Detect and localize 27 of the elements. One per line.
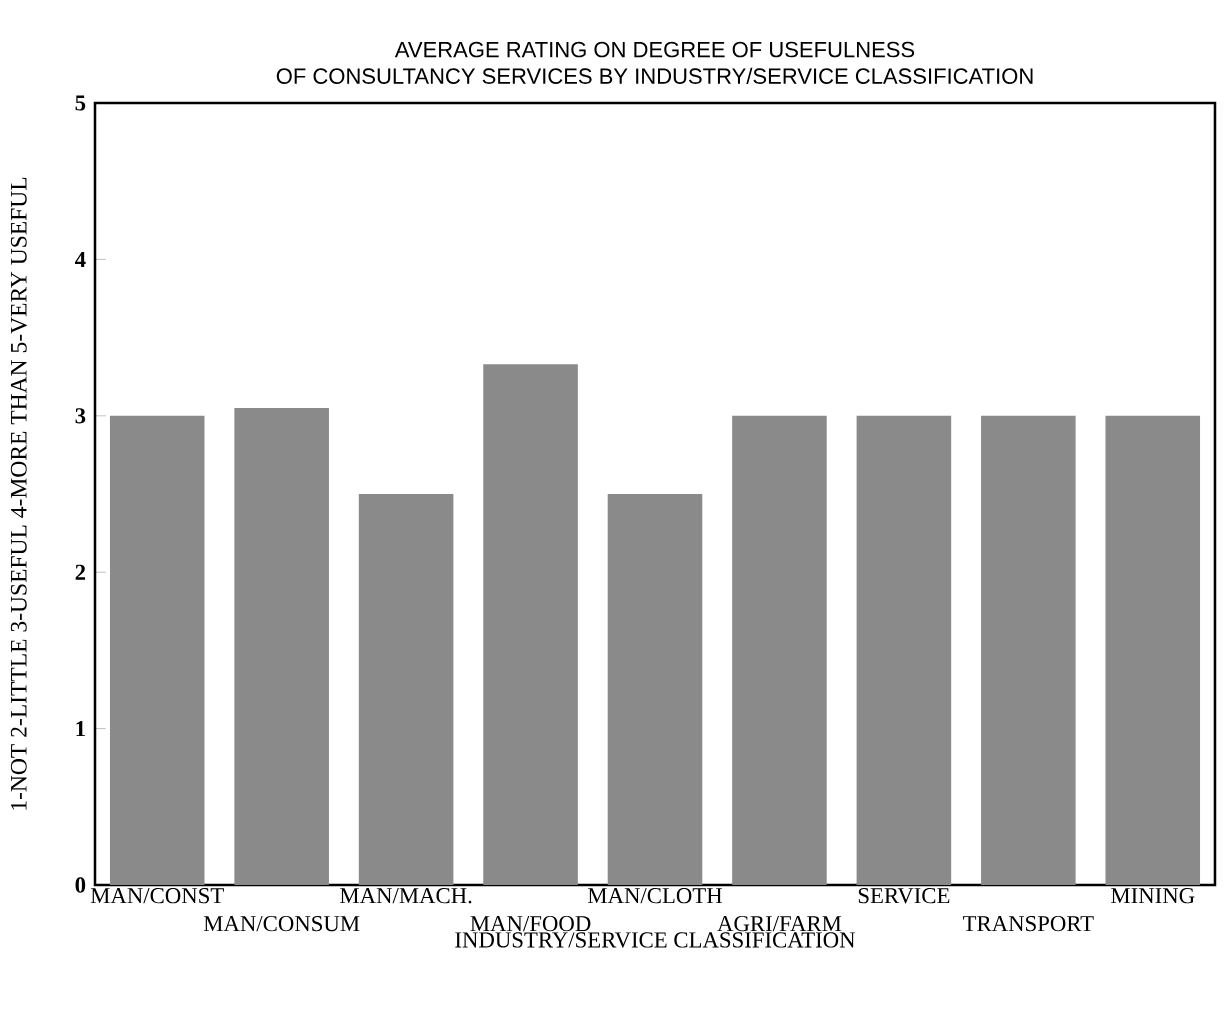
y-axis-title: 1-NOT 2-LITTLE 3-USEFUL 4-MORE THAN 5-VERY USEFUL	[10, 177, 27, 810]
bar	[856, 415, 952, 885]
y-tick-label: 1	[76, 721, 85, 737]
x-tick-label: MAN/CONSUM	[203, 915, 360, 932]
x-tick-label: MAN/FOOD	[470, 915, 591, 932]
bar	[109, 415, 205, 885]
bar	[607, 494, 703, 885]
x-tick-label: MAN/MACH.	[340, 888, 472, 904]
bar	[234, 407, 329, 885]
x-tick-label: MINING	[1111, 888, 1195, 904]
x-tick-label: SERVICE	[858, 888, 950, 904]
y-tick-label: 4	[74, 251, 86, 267]
bar	[981, 415, 1076, 885]
chart-title: AVERAGE RATING ON DEGREE OF USEFULNESS OF CONSULTANCY SERVICES BY INDUSTRY/SERVICE CLASSIFICATION	[276, 41, 1033, 84]
x-axis-title: INDUSTRY/SERVICE CLASSIFICATION	[455, 932, 856, 948]
bar	[732, 415, 827, 885]
y-tick-label: 3	[75, 408, 86, 424]
y-tick-label: 5	[75, 95, 86, 111]
x-tick-label: MAN/CLOTH	[587, 888, 723, 904]
bar	[1105, 415, 1201, 885]
y-tick-label: 2	[75, 564, 86, 580]
bar	[483, 364, 578, 885]
x-tick-label: TRANSPORT	[962, 915, 1094, 932]
x-tick-label: AGRI/FARM	[717, 915, 842, 932]
y-tick-label: 0	[75, 877, 86, 893]
x-tick-label: MAN/CONST	[90, 888, 224, 904]
bar	[358, 494, 454, 885]
